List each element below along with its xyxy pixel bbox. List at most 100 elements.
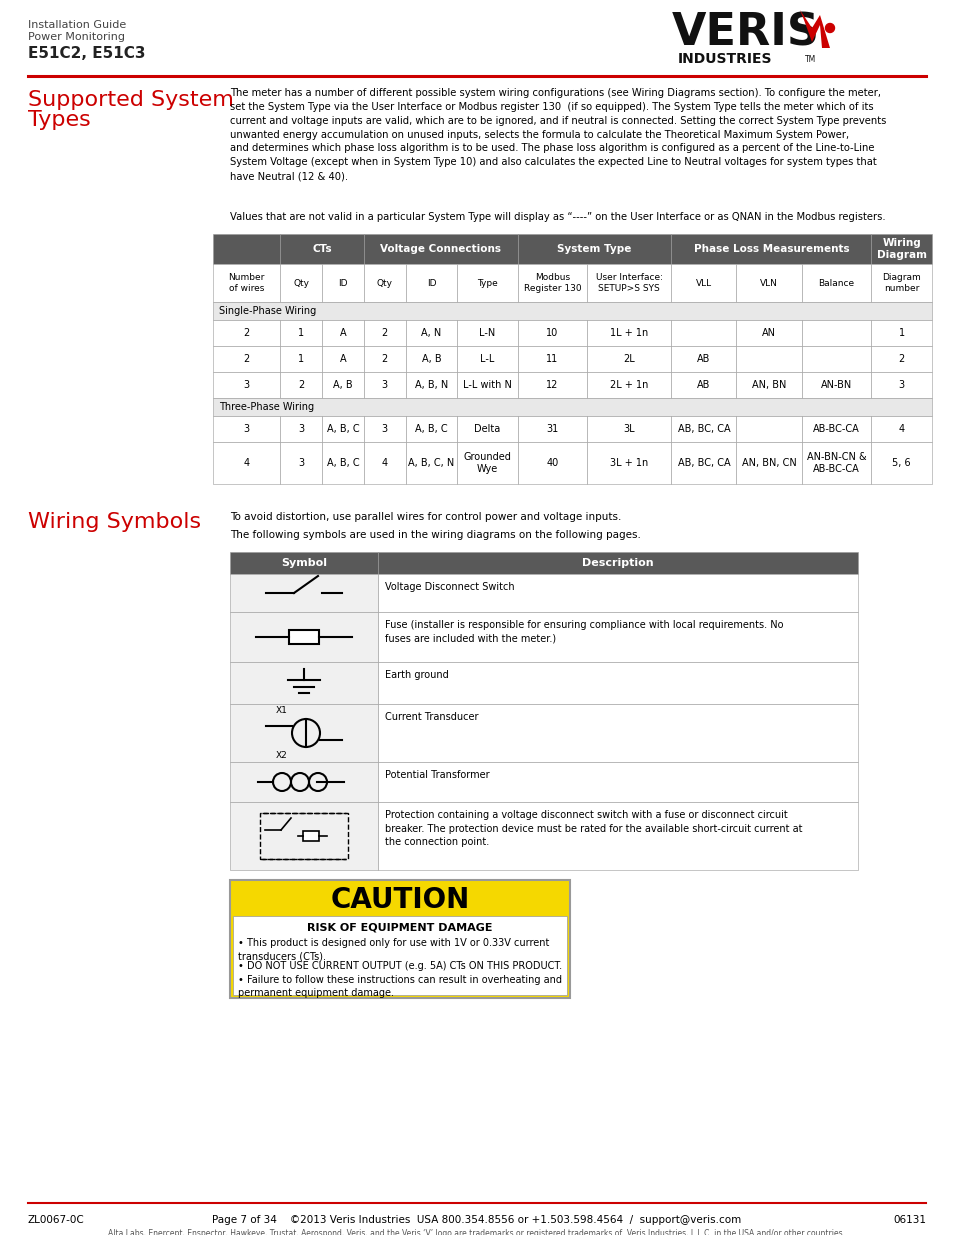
Bar: [363, 346, 405, 372]
Bar: [456, 372, 517, 398]
Text: L-L with N: L-L with N: [462, 380, 511, 390]
Bar: [363, 233, 517, 264]
Bar: [456, 264, 517, 303]
Text: ID: ID: [337, 279, 347, 288]
Bar: [870, 346, 931, 372]
Bar: [363, 372, 405, 398]
Text: AN, BN: AN, BN: [751, 380, 785, 390]
Text: 12: 12: [546, 380, 558, 390]
Text: To avoid distortion, use parallel wires for control power and voltage inputs.: To avoid distortion, use parallel wires …: [230, 513, 620, 522]
Bar: [280, 442, 321, 484]
Text: RISK OF EQUIPMENT DAMAGE: RISK OF EQUIPMENT DAMAGE: [307, 923, 493, 932]
Bar: [405, 372, 456, 398]
Bar: [405, 442, 456, 484]
Text: Modbus
Register 130: Modbus Register 130: [523, 273, 580, 293]
Bar: [405, 264, 456, 303]
Bar: [321, 346, 363, 372]
Text: VLL: VLL: [695, 279, 711, 288]
Bar: [405, 346, 456, 372]
Text: Qty: Qty: [293, 279, 309, 288]
Text: Voltage Disconnect Switch: Voltage Disconnect Switch: [385, 582, 514, 592]
Text: Delta: Delta: [474, 424, 500, 433]
Text: 40: 40: [546, 458, 558, 468]
Text: 3: 3: [381, 380, 388, 390]
Text: Symbol: Symbol: [281, 558, 327, 568]
Text: A, B, N: A, B, N: [415, 380, 448, 390]
Text: A, N: A, N: [421, 329, 441, 338]
Text: 2: 2: [297, 380, 304, 390]
Text: The meter has a number of different possible system wiring configurations (see W: The meter has a number of different poss…: [230, 88, 885, 182]
Text: Values that are not valid in a particular System Type will display as “----” on : Values that are not valid in a particula…: [230, 212, 884, 222]
Bar: [671, 346, 736, 372]
Text: CTs: CTs: [312, 245, 332, 254]
Text: Qty: Qty: [376, 279, 393, 288]
Bar: [280, 264, 321, 303]
Text: Protection containing a voltage disconnect switch with a fuse or disconnect circ: Protection containing a voltage disconne…: [385, 810, 801, 847]
Text: 1: 1: [297, 354, 304, 364]
Text: 2: 2: [381, 354, 388, 364]
Bar: [801, 346, 870, 372]
Text: A, B: A, B: [421, 354, 440, 364]
Bar: [801, 320, 870, 346]
Bar: [870, 233, 931, 264]
Text: Description: Description: [581, 558, 653, 568]
Text: 3L: 3L: [623, 424, 635, 433]
Bar: [321, 320, 363, 346]
Circle shape: [824, 23, 834, 32]
Bar: [321, 416, 363, 442]
Text: A, B: A, B: [333, 380, 353, 390]
Text: 4: 4: [243, 458, 250, 468]
Text: • This product is designed only for use with 1V or 0.33V current
transducers (CT: • This product is designed only for use …: [237, 939, 549, 961]
Text: Current Transducer: Current Transducer: [385, 713, 478, 722]
Text: AN-BN: AN-BN: [820, 380, 851, 390]
Bar: [736, 416, 801, 442]
Bar: [517, 442, 587, 484]
Bar: [517, 372, 587, 398]
Bar: [671, 442, 736, 484]
Bar: [377, 704, 857, 762]
Bar: [230, 881, 569, 998]
Text: 2: 2: [381, 329, 388, 338]
Bar: [736, 264, 801, 303]
Text: 06131: 06131: [892, 1215, 925, 1225]
Bar: [736, 320, 801, 346]
Text: 2L: 2L: [622, 354, 635, 364]
Text: Installation Guide: Installation Guide: [28, 20, 126, 30]
Bar: [870, 320, 931, 346]
Bar: [321, 442, 363, 484]
Bar: [230, 762, 377, 802]
Text: A, B, C: A, B, C: [326, 458, 359, 468]
Text: AB: AB: [697, 354, 710, 364]
Text: Fuse (installer is responsible for ensuring compliance with local requirements. : Fuse (installer is responsible for ensur…: [385, 620, 782, 643]
Text: 5, 6: 5, 6: [891, 458, 910, 468]
Text: AB: AB: [697, 380, 710, 390]
Bar: [456, 320, 517, 346]
Bar: [230, 662, 377, 704]
Text: Three-Phase Wiring: Three-Phase Wiring: [219, 403, 314, 412]
Text: 2: 2: [243, 354, 250, 364]
Text: A: A: [339, 329, 346, 338]
Bar: [280, 346, 321, 372]
Bar: [363, 442, 405, 484]
Text: 3: 3: [297, 458, 304, 468]
Bar: [405, 320, 456, 346]
Bar: [456, 442, 517, 484]
Bar: [870, 416, 931, 442]
Text: AB-BC-CA: AB-BC-CA: [812, 424, 859, 433]
Bar: [230, 613, 377, 662]
Bar: [736, 346, 801, 372]
Text: A: A: [339, 354, 346, 364]
Text: AB, BC, CA: AB, BC, CA: [677, 424, 729, 433]
Bar: [213, 372, 280, 398]
Bar: [517, 320, 587, 346]
Text: 4: 4: [381, 458, 388, 468]
Bar: [213, 346, 280, 372]
Text: Supported System: Supported System: [28, 90, 233, 110]
Text: Number
of wires: Number of wires: [228, 273, 264, 293]
Bar: [363, 264, 405, 303]
Text: • DO NOT USE CURRENT OUTPUT (e.g. 5A) CTs ON THIS PRODUCT.: • DO NOT USE CURRENT OUTPUT (e.g. 5A) CT…: [237, 961, 561, 971]
Text: AN: AN: [761, 329, 775, 338]
Text: Types: Types: [28, 110, 91, 130]
Bar: [377, 662, 857, 704]
Bar: [870, 372, 931, 398]
